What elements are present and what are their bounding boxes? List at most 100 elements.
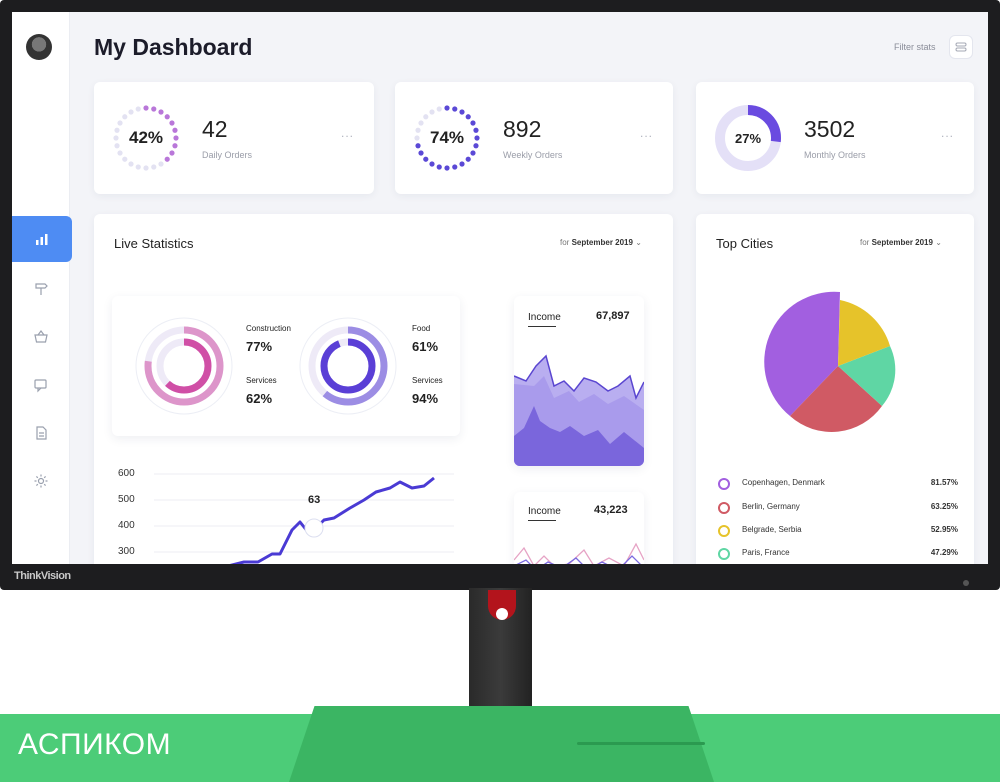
income-line-chart <box>514 542 644 564</box>
ring-progress <box>308 326 388 406</box>
ring-progress <box>715 105 781 171</box>
city-name: Copenhagen, Denmark <box>742 478 825 487</box>
y-tick-label: 300 <box>118 546 135 557</box>
ring-progress <box>156 338 212 394</box>
progress-ring <box>106 98 186 178</box>
pie-slice-berlin[interactable] <box>790 366 882 432</box>
sidebar-item-directions[interactable] <box>12 266 70 312</box>
stat-value: 3502 <box>804 116 856 142</box>
ring-dot <box>114 143 120 149</box>
ring-dot <box>169 120 175 126</box>
filter-stats-label[interactable]: Filter stats <box>894 42 936 52</box>
income-card[interactable]: Income 43,223 <box>514 492 644 564</box>
ring-progress <box>144 326 224 406</box>
orders-line <box>229 476 435 564</box>
income-label: Income <box>528 312 561 323</box>
basket-icon <box>34 330 48 343</box>
sidebar-item-documents[interactable] <box>12 410 70 456</box>
progress-ring <box>407 98 487 178</box>
ring-dot <box>459 161 465 167</box>
panel-title: Live Statistics <box>114 236 194 251</box>
ring-value: 62% <box>246 391 273 406</box>
ring-label: Services <box>246 376 277 385</box>
legend-marker <box>718 502 730 514</box>
legend-marker <box>718 548 730 560</box>
ring-dot <box>122 156 128 162</box>
ring-value: 77% <box>246 339 273 354</box>
ring-dot <box>459 109 465 115</box>
more-options-icon[interactable]: ... <box>940 126 954 140</box>
legend-item[interactable]: Paris, France 47.29% <box>718 546 958 562</box>
income-line-purple <box>516 555 641 564</box>
ring-dot <box>128 109 134 115</box>
ring-dot <box>423 114 429 120</box>
legend-item[interactable]: Berlin, Germany 63.25% <box>718 500 958 516</box>
ring-dot <box>444 165 450 171</box>
ring-dot <box>436 164 442 170</box>
ring-dot <box>473 143 479 149</box>
sidebar-item-statistics[interactable] <box>12 216 72 262</box>
city-name: Belgrade, Serbia <box>742 525 802 534</box>
legend-item[interactable]: Copenhagen, Denmark 81.57% <box>718 476 958 492</box>
ring-dot <box>452 106 458 112</box>
period-filter[interactable]: for September 2019 ⌄ <box>560 238 642 247</box>
more-options-icon[interactable]: ... <box>639 126 653 140</box>
period-filter-value: September 2019 <box>871 238 933 247</box>
income-label: Income <box>528 506 561 517</box>
stat-card-daily-orders[interactable]: 42% 42 Daily Orders ... <box>94 82 374 194</box>
sidebar-item-orders[interactable] <box>12 314 70 360</box>
screen: My Dashboard Filter stats 42% 42 Daily O… <box>12 12 988 564</box>
pie-slice-copenhagen[interactable] <box>764 291 840 416</box>
ring-dot <box>415 127 421 133</box>
ring-value: 94% <box>412 391 439 406</box>
ring-dot <box>444 105 450 111</box>
y-tick-label: 600 <box>118 468 135 479</box>
stat-label: Monthly Orders <box>804 150 866 160</box>
sidebar-item-messages[interactable] <box>12 362 70 408</box>
ring-dot <box>423 156 429 162</box>
income-area-front <box>514 406 644 466</box>
signpost-icon <box>35 283 48 295</box>
pie-slice-paris[interactable] <box>838 346 896 406</box>
period-filter[interactable]: for September 2019 ⌄ <box>860 238 942 247</box>
sidebar-item-settings[interactable] <box>12 458 70 504</box>
ring-dot <box>122 114 128 120</box>
stand-base-groove <box>577 742 705 745</box>
highlight-point[interactable] <box>304 518 324 538</box>
income-card[interactable]: Income 67,897 <box>514 296 644 466</box>
avatar[interactable] <box>26 34 52 60</box>
cities-pie-chart <box>764 291 896 432</box>
ring-dot <box>452 164 458 170</box>
income-line <box>514 354 644 401</box>
city-percent: 47.29% <box>930 548 958 557</box>
ring-dot <box>172 143 178 149</box>
income-value: 43,223 <box>594 504 628 516</box>
ring-dot <box>474 135 480 141</box>
period-filter-prefix: for <box>860 238 870 247</box>
y-tick-label: 500 <box>118 494 135 505</box>
pie-slice-belgrade[interactable] <box>838 300 890 366</box>
city-name: Berlin, Germany <box>742 502 800 511</box>
dual-ring-chart <box>299 317 397 415</box>
ring-dot <box>143 105 149 111</box>
ring-value: 61% <box>412 339 439 354</box>
stat-card-monthly-orders[interactable]: 27% 3502 Monthly Orders ... <box>696 82 974 194</box>
ring-dot <box>135 106 141 112</box>
more-options-icon[interactable]: ... <box>340 126 354 140</box>
ring-dot <box>418 120 424 126</box>
stat-card-weekly-orders[interactable]: 74% 892 Weekly Orders ... <box>395 82 673 194</box>
period-filter-prefix: for <box>560 238 570 247</box>
city-percent: 63.25% <box>930 502 958 511</box>
legend-item[interactable]: Belgrade, Serbia 52.95% <box>718 523 958 539</box>
filter-stats-button[interactable] <box>949 35 973 59</box>
ring-label: Services <box>412 376 443 385</box>
brand-caption: АСПИКОМ <box>18 728 172 761</box>
ring-dot <box>114 127 120 133</box>
toggle-icon <box>955 42 967 52</box>
ring-dot <box>113 135 119 141</box>
ring-dot <box>415 143 421 149</box>
city-percent: 81.57% <box>930 478 958 487</box>
ring-dot <box>158 161 164 167</box>
city-percent: 52.95% <box>930 525 958 534</box>
stat-value: 892 <box>503 116 542 142</box>
